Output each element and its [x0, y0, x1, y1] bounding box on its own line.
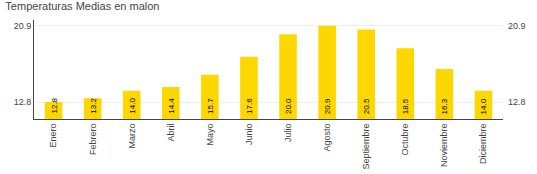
- svg-text:Temperaturas Medias en malon: Temperaturas Medias en malon: [5, 0, 159, 12]
- svg-text:12.8: 12.8: [14, 97, 32, 107]
- svg-text:Octubre: Octubre: [400, 124, 410, 156]
- svg-text:Septiembre: Septiembre: [361, 124, 371, 170]
- svg-text:15.7: 15.7: [206, 98, 215, 114]
- svg-text:Julio: Julio: [283, 124, 293, 143]
- svg-text:Abril: Abril: [166, 124, 176, 142]
- svg-text:Febrero: Febrero: [88, 124, 98, 156]
- svg-text:20.0: 20.0: [284, 98, 293, 114]
- svg-text:Enero: Enero: [48, 124, 58, 148]
- svg-text:12.8: 12.8: [508, 97, 526, 107]
- svg-text:Noviembre: Noviembre: [439, 124, 449, 168]
- svg-text:20.5: 20.5: [362, 98, 371, 114]
- svg-text:13.2: 13.2: [89, 98, 98, 114]
- svg-text:14.0: 14.0: [128, 98, 137, 114]
- svg-text:Marzo: Marzo: [127, 124, 137, 149]
- svg-text:14.4: 14.4: [167, 98, 176, 114]
- svg-text:20.9: 20.9: [14, 21, 32, 31]
- svg-text:20.9: 20.9: [508, 21, 526, 31]
- svg-text:17.6: 17.6: [245, 98, 254, 114]
- svg-text:16.3: 16.3: [440, 98, 449, 114]
- svg-text:Mayo: Mayo: [205, 124, 215, 146]
- svg-text:Junio: Junio: [244, 124, 254, 146]
- svg-text:20.9: 20.9: [323, 98, 332, 114]
- svg-text:Diciembre: Diciembre: [478, 124, 488, 165]
- svg-text:Agosto: Agosto: [322, 124, 332, 152]
- svg-text:12.8: 12.8: [50, 97, 59, 113]
- svg-text:14.0: 14.0: [479, 98, 488, 114]
- svg-text:18.5: 18.5: [401, 98, 410, 114]
